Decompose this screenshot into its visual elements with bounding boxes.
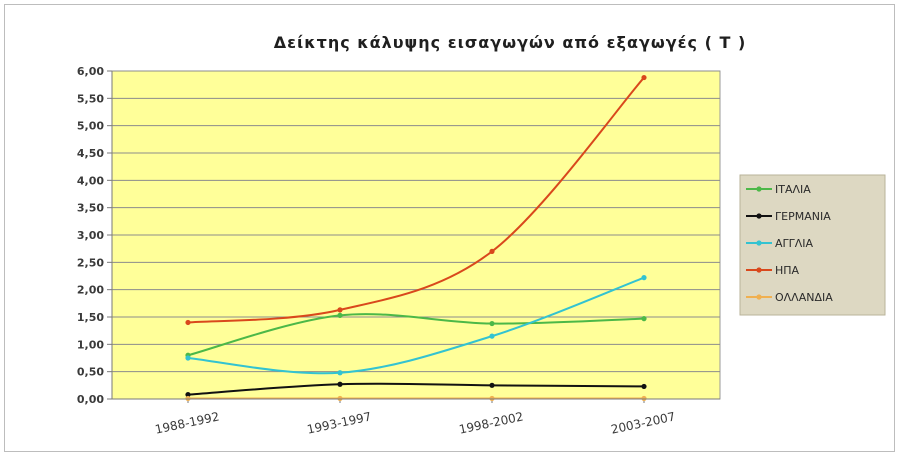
x-tick-label: 1988-1992 (154, 409, 221, 436)
y-tick-label: 3,50 (77, 202, 104, 215)
y-tick-label: 2,50 (77, 256, 104, 269)
y-tick-label: 1,00 (77, 338, 104, 351)
chart-frame: Δείκτης κάλυψης εισαγωγών από εξαγωγές (… (4, 4, 895, 452)
legend-marker (756, 213, 762, 219)
series-line (187, 76, 645, 324)
legend-label: ΓΕΡΜΑΝΙΑ (775, 210, 831, 223)
data-point (337, 312, 343, 318)
y-tick-label: 3,00 (77, 229, 104, 242)
data-point (337, 307, 343, 313)
y-tick-label: 5,00 (77, 120, 104, 133)
legend-marker (756, 186, 762, 192)
y-tick-label: 0,00 (77, 393, 104, 406)
data-point (337, 381, 343, 387)
legend-label: ΟΛΛΑΝΔΙΑ (775, 291, 833, 304)
data-point (489, 248, 495, 254)
data-point (641, 316, 647, 322)
line-chart: Δείκτης κάλυψης εισαγωγών από εξαγωγές (… (77, 33, 886, 437)
data-point (185, 355, 191, 361)
series-line (187, 276, 645, 375)
legend-box (739, 174, 886, 316)
plot-area: 0,00 0,50 1,00 1,50 2,00 2,50 3,00 3,50 4,00 4,50… (77, 65, 721, 437)
data-point (185, 319, 191, 326)
legend-label: ΗΠΑ (775, 264, 800, 277)
y-tick-label: 5,50 (77, 92, 104, 105)
y-tick-label: 6,00 (77, 65, 104, 78)
y-tick-label: 4,50 (77, 147, 104, 160)
y-tick-label: 4,00 (77, 174, 104, 187)
data-point (337, 370, 343, 376)
series-line (187, 313, 645, 357)
legend-label: ΑΓΓΛΙΑ (775, 237, 814, 250)
y-tick-label: 1,50 (77, 311, 104, 324)
chart-title: Δείκτης κάλυψης εισαγωγών από εξαγωγές (… (274, 33, 747, 52)
data-point (489, 333, 495, 339)
data-point (641, 395, 647, 402)
legend-marker (756, 240, 762, 246)
legend-marker (756, 294, 762, 300)
data-point (185, 392, 191, 398)
data-point (641, 275, 647, 281)
data-point (489, 382, 495, 388)
y-tick-label: 0,50 (77, 366, 104, 379)
x-tick-label: 1998-2002 (458, 409, 525, 436)
x-tick-label: 1993-1997 (306, 409, 373, 436)
series-line (187, 382, 645, 396)
legend-label: ΙΤΑΛΙΑ (775, 183, 811, 196)
data-point (337, 395, 343, 402)
data-point (641, 383, 647, 390)
data-point (641, 74, 647, 81)
x-tick-label: 2003-2007 (610, 409, 677, 436)
data-point (489, 320, 495, 327)
y-tick-label: 2,00 (77, 284, 104, 297)
legend-marker (756, 267, 762, 273)
data-point (489, 395, 495, 402)
legend: ΙΤΑΛΙΑ ΓΕΡΜΑΝΙΑ ΑΓΓΛΙΑ ΗΠΑ ΟΛΛΑΝΔΙΑ (739, 174, 886, 316)
data-point (185, 395, 191, 402)
